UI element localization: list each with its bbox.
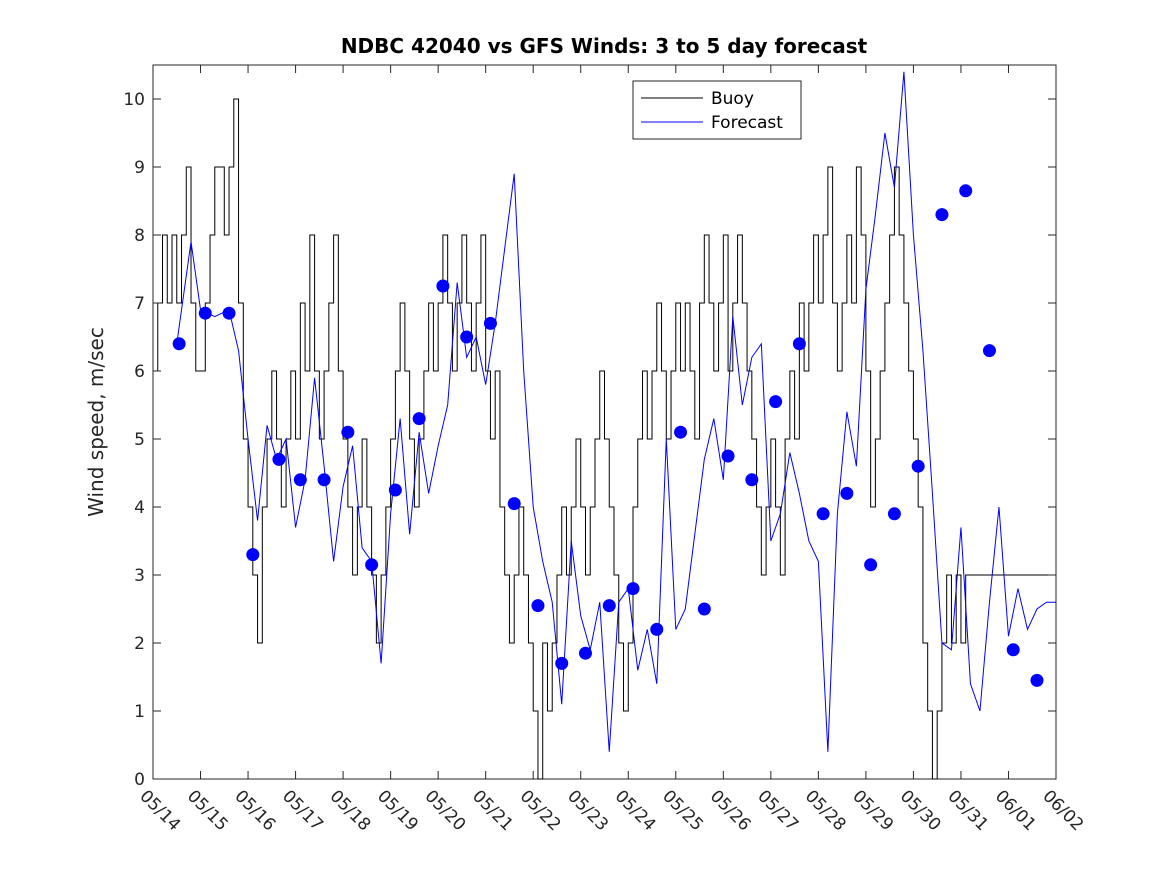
forecast-marker: [483, 316, 497, 330]
forecast-marker: [246, 548, 260, 562]
y-tick-label: 1: [134, 702, 145, 722]
forecast-marker: [388, 483, 402, 497]
forecast-marker: [341, 425, 355, 439]
y-tick-label: 10: [123, 90, 145, 110]
forecast-marker: [769, 395, 783, 409]
forecast-marker: [293, 473, 307, 487]
forecast-marker: [626, 582, 640, 596]
y-tick-label: 0: [134, 770, 145, 790]
forecast-marker: [1006, 643, 1020, 657]
legend: Buoy Forecast: [632, 80, 802, 140]
y-tick-label: 9: [134, 158, 145, 178]
forecast-series-line: [176, 71, 1056, 752]
forecast-marker: [1030, 673, 1044, 687]
y-tick-label: 2: [134, 634, 145, 654]
legend-box: [632, 80, 802, 140]
y-tick-label: 5: [134, 430, 145, 450]
forecast-marker: [721, 449, 735, 463]
series-layer: [153, 71, 1056, 780]
forecast-marker: [959, 184, 973, 198]
y-tick-label: 6: [134, 362, 145, 382]
forecast-marker: [555, 656, 569, 670]
forecast-marker: [365, 558, 379, 572]
forecast-marker: [531, 599, 545, 613]
forecast-marker: [887, 507, 901, 521]
legend-forecast-label: Forecast: [711, 113, 783, 133]
forecast-marker: [982, 344, 996, 358]
forecast-marker: [436, 279, 450, 293]
forecast-marker: [816, 507, 830, 521]
forecast-marker: [674, 425, 688, 439]
forecast-marker: [697, 602, 711, 616]
forecast-marker: [272, 452, 286, 466]
forecast-marker: [602, 599, 616, 613]
y-tick-label: 8: [134, 226, 145, 246]
forecast-marker: [840, 486, 854, 500]
y-tick-label: 7: [134, 294, 145, 314]
forecast-marker: [911, 459, 925, 473]
forecast-marker: [864, 558, 878, 572]
forecast-marker: [935, 208, 949, 222]
forecast-marker: [222, 306, 236, 320]
forecast-marker: [507, 497, 521, 511]
forecast-marker: [198, 306, 212, 320]
y-axis-label: Wind speed, m/sec: [84, 327, 108, 517]
buoy-series-line: [153, 98, 1056, 780]
forecast-marker: [172, 337, 186, 351]
legend-buoy-label: Buoy: [711, 89, 754, 109]
y-tick-label: 4: [134, 498, 145, 518]
forecast-marker: [745, 473, 759, 487]
y-tick-label: 3: [134, 566, 145, 586]
forecast-marker: [317, 473, 331, 487]
forecast-marker: [650, 622, 664, 636]
forecast-marker: [460, 330, 474, 344]
chart-title: NDBC 42040 vs GFS Winds: 3 to 5 day fore…: [341, 34, 868, 58]
forecast-marker: [578, 646, 592, 660]
forecast-marker: [412, 412, 426, 426]
forecast-marker: [792, 337, 806, 351]
